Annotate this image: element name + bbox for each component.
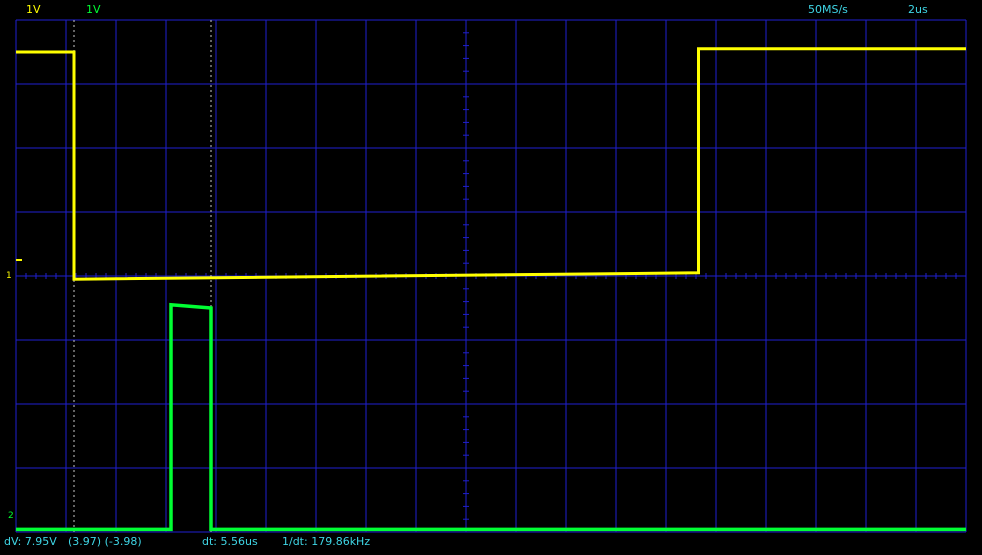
traces: [16, 47, 966, 532]
dt-readout: dt: 5.56us: [202, 535, 258, 548]
ch2-scale-label: 1V: [86, 3, 101, 16]
ch2-ground-marker: 2: [8, 511, 14, 521]
ch1-trace: [16, 47, 966, 281]
sample-rate-label: 50MS/s: [808, 3, 848, 16]
inverse-dt-readout: 1/dt: 179.86kHz: [282, 535, 371, 548]
timebase-label: 2us: [908, 3, 928, 16]
ch1-ground-marker: 1: [6, 271, 12, 281]
dv-parts-readout: (3.97) (-3.98): [68, 535, 142, 548]
dv-readout: dV: 7.95V: [4, 535, 57, 548]
ch2-trace: [16, 302, 966, 532]
ch1-scale-label: 1V: [26, 3, 41, 16]
